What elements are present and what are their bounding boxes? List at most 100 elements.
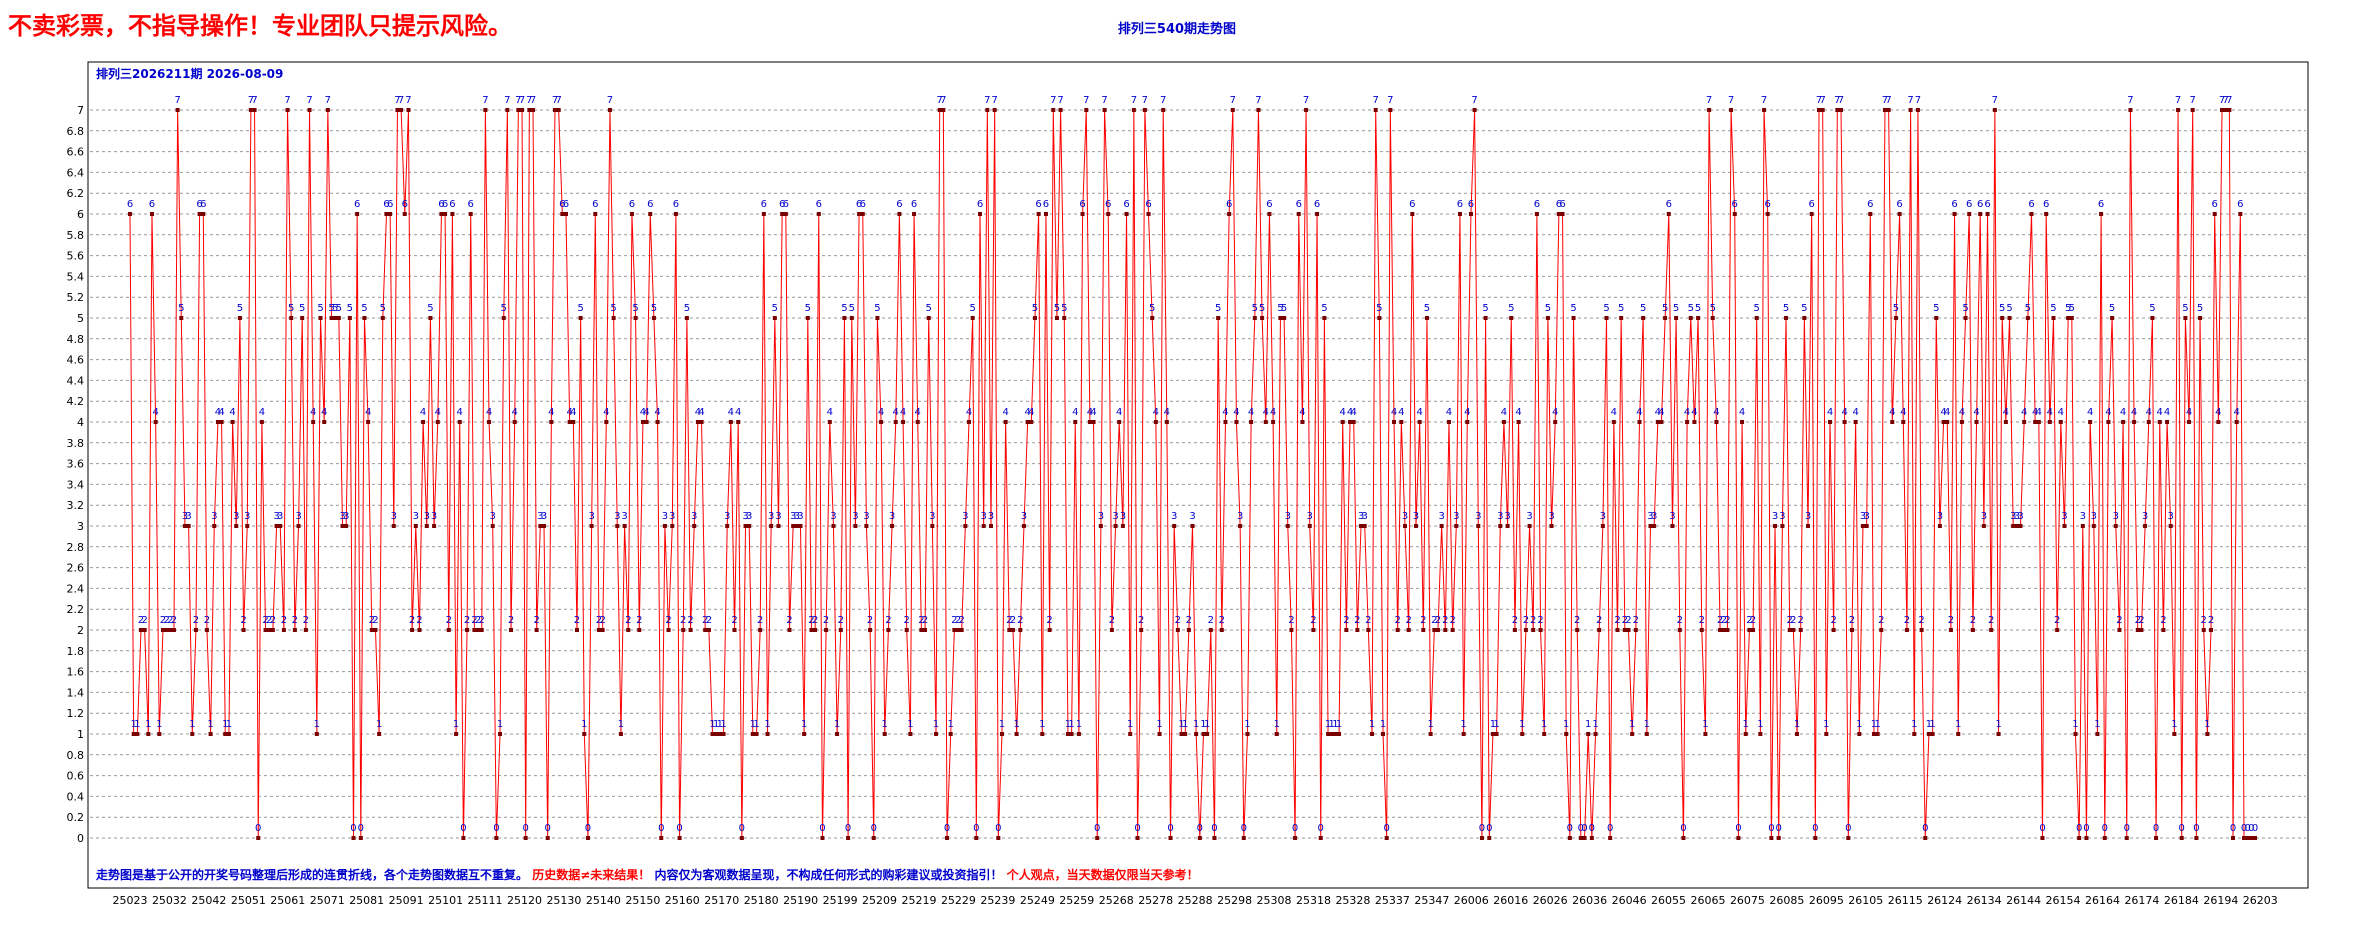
data-point [241,628,246,632]
data-point [1644,732,1649,736]
data-point [300,316,305,320]
data-label: 2 [1208,615,1214,626]
data-label: 5 [328,303,334,314]
x-tick-label: 26184 [2164,894,2199,907]
data-point [1263,420,1268,424]
data-point [1967,212,1972,216]
data-label: 5 [332,303,338,314]
data-label: 3 [980,511,986,522]
data-point [542,524,547,528]
data-label: 7 [555,95,561,106]
data-point [1996,732,2001,736]
data-label: 5 [1321,303,1327,314]
y-tick-label: 3.8 [67,437,85,450]
data-point [1806,524,1811,528]
data-point [809,628,814,632]
data-label: 2 [812,615,818,626]
data-label: 6 [1468,199,1474,210]
data-label: 2 [731,615,737,626]
data-label: 0 [1735,823,1741,834]
data-point [948,732,953,736]
data-label: 5 [2182,303,2188,314]
data-label: 6 [559,199,565,210]
data-point [2176,108,2181,112]
data-point [1853,420,1858,424]
data-label: 4 [735,407,741,418]
x-tick-label: 25091 [389,894,424,907]
data-point [171,628,176,632]
data-point [1120,524,1125,528]
data-point [1161,108,1166,112]
data-point [1652,524,1657,528]
data-label: 3 [588,511,594,522]
data-point [311,420,316,424]
data-label: 7 [2226,95,2232,106]
data-label: 2 [680,615,686,626]
data-label: 0 [676,823,682,834]
data-point [1102,108,1107,112]
data-point [333,316,338,320]
data-point [2007,316,2012,320]
data-point [1260,316,1265,320]
data-point [556,108,561,112]
data-point [428,316,433,320]
data-label: 6 [673,199,679,210]
data-label: 7 [1838,95,1844,106]
data-point [538,524,543,528]
data-label: 2 [1830,615,1836,626]
data-point [589,524,594,528]
data-label: 4 [2146,407,2152,418]
x-tick-label: 25042 [191,894,226,907]
data-label: 0 [819,823,825,834]
data-label: 7 [2219,95,2225,106]
data-point [2110,316,2115,320]
data-label: 1 [709,719,715,730]
x-tick-label: 25278 [1138,894,1173,907]
data-label: 3 [794,511,800,522]
data-point [1183,732,1188,736]
data-point [1714,420,1719,424]
data-label: 1 [1369,719,1375,730]
x-tick-label: 26055 [1651,894,1686,907]
data-label: 2 [1010,615,1016,626]
data-label: 0 [1812,823,1818,834]
data-label: 0 [2179,823,2185,834]
data-point [531,108,536,112]
data-point [1509,316,1514,320]
data-label: 7 [1761,95,1767,106]
data-label: 3 [185,511,191,522]
data-label: 4 [1944,407,1950,418]
data-label: 2 [687,615,693,626]
data-label: 1 [1955,719,1961,730]
data-label: 7 [1050,95,1056,106]
data-label: 6 [1105,199,1111,210]
data-label: 7 [2190,95,2196,106]
data-label: 6 [2098,199,2104,210]
x-tick-label: 26115 [1888,894,1923,907]
data-point [2102,836,2107,840]
data-label: 5 [2197,303,2203,314]
data-point [1172,524,1177,528]
data-label: 6 [629,199,635,210]
data-point [1663,316,1668,320]
data-point [2132,420,2137,424]
data-point [2223,108,2228,112]
data-point [1538,628,1543,632]
data-label: 5 [380,303,386,314]
data-point [1904,628,1909,632]
data-point [1146,212,1151,216]
data-label: 1 [1856,719,1862,730]
data-label: 5 [651,303,657,314]
x-tick-label: 25259 [1059,894,1094,907]
x-tick-label: 26203 [2243,894,2278,907]
data-label: 4 [1391,407,1397,418]
data-label: 5 [1545,303,1551,314]
data-point [1062,316,1067,320]
data-label: 4 [915,407,921,418]
data-point [314,732,319,736]
data-label: 4 [1684,407,1690,418]
data-point [1571,316,1576,320]
data-point [2069,316,2074,320]
data-point [1809,212,1814,216]
data-label: 0 [2230,823,2236,834]
